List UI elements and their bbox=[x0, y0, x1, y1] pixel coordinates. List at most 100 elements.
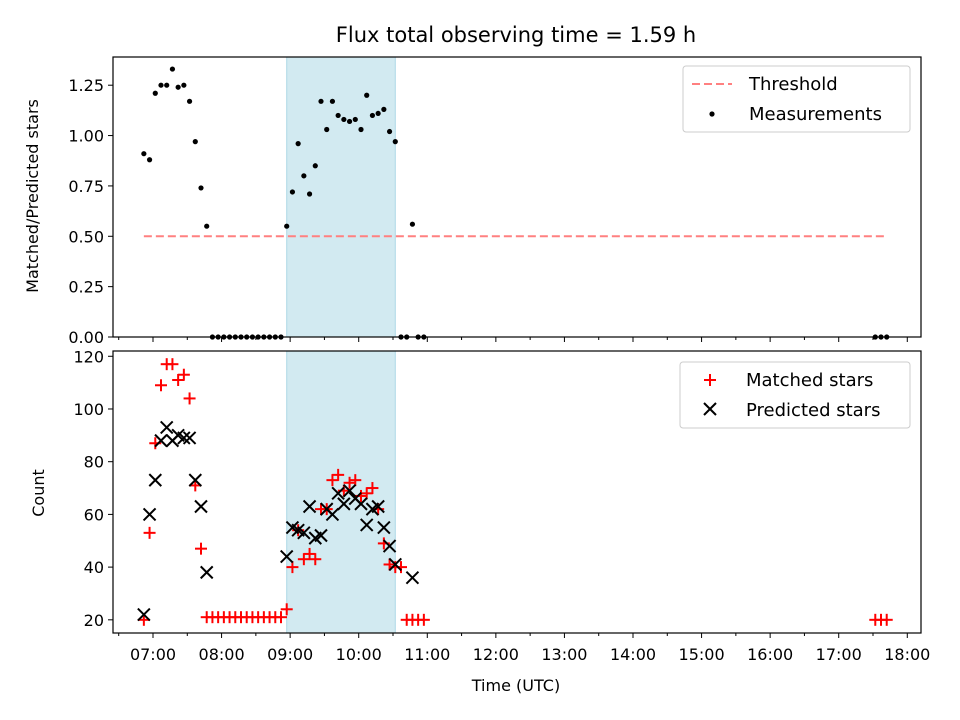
top-plot-frame bbox=[112, 56, 922, 338]
top-y-tick-label: 1.25 bbox=[68, 76, 104, 95]
measurement-point bbox=[306, 191, 313, 197]
measurement-point bbox=[301, 173, 307, 179]
measurements-legend-label: Measurements bbox=[749, 104, 882, 125]
matched-star-point bbox=[417, 613, 430, 626]
threshold-legend-label: Threshold bbox=[748, 74, 838, 95]
predicted-star-point bbox=[142, 507, 157, 522]
bottom-x-tick-label: 13:00 bbox=[541, 645, 587, 664]
measurement-point bbox=[284, 223, 290, 229]
bottom-x-tick-label: 17:00 bbox=[816, 645, 862, 664]
measurement-point bbox=[175, 84, 181, 90]
bottom-axis-ticks: 07:00 08:00 09:00 10:00 11:00 12:00 13:00 14:00… bbox=[73, 347, 930, 664]
matched-star-point bbox=[177, 368, 190, 381]
top-y-tick-label: 0.75 bbox=[68, 177, 104, 196]
measurement-point bbox=[312, 163, 318, 169]
measurement-point bbox=[204, 223, 210, 229]
matched-star-point bbox=[183, 392, 196, 405]
measurement-point bbox=[289, 189, 296, 195]
matched-star-point bbox=[143, 526, 156, 539]
predicted-star-point bbox=[160, 420, 174, 435]
matched-star-point bbox=[326, 474, 339, 487]
predicted-star-point bbox=[337, 497, 351, 511]
top-ylabel: Matched/Predicted stars bbox=[23, 99, 42, 293]
measurement-point bbox=[186, 98, 193, 104]
bottom-x-tick-label: 18:00 bbox=[884, 645, 930, 664]
bottom-legend-box bbox=[679, 361, 911, 429]
matched-star-point bbox=[280, 603, 293, 616]
matched-star-point bbox=[195, 542, 207, 555]
predicted-legend-label: Predicted stars bbox=[746, 400, 880, 421]
measurement-point bbox=[392, 139, 398, 145]
predicted-star-point bbox=[331, 486, 345, 501]
top-y-tick-label: 1.00 bbox=[68, 127, 104, 146]
predicted-star-point bbox=[280, 549, 294, 564]
matched-legend-swatch bbox=[704, 374, 716, 386]
matched-star-point bbox=[349, 474, 362, 487]
bottom-ylabel: Count bbox=[29, 469, 48, 517]
predicted-star-point bbox=[200, 565, 214, 580]
measurement-point bbox=[295, 141, 301, 147]
bottom-xlabel: Time (UTC) bbox=[471, 676, 560, 695]
measurement-point bbox=[141, 151, 147, 157]
measurement-point bbox=[192, 139, 198, 145]
matched-star-point bbox=[880, 613, 893, 626]
top-shaded-span bbox=[286, 56, 396, 338]
matched-star-point bbox=[155, 379, 167, 392]
predicted-star-point bbox=[377, 520, 391, 535]
measurement-point bbox=[324, 126, 330, 133]
measurement-point bbox=[346, 118, 353, 125]
predicted-star-point bbox=[360, 518, 374, 532]
bottom-x-tick-label: 10:00 bbox=[336, 645, 382, 664]
predicted-star-point bbox=[297, 526, 311, 540]
predicted-legend-swatch bbox=[703, 402, 717, 416]
measurement-point bbox=[158, 82, 164, 88]
bottom-panel: 07:00 08:00 09:00 10:00 11:00 12:00 13:00 14:00… bbox=[29, 347, 930, 695]
bottom-y-tick-label: 80 bbox=[84, 453, 104, 472]
matched-star-point bbox=[360, 487, 373, 500]
bottom-x-tick-label: 09:00 bbox=[267, 645, 313, 664]
matched-star-point bbox=[166, 358, 179, 371]
top-y-tick-label: 0.25 bbox=[68, 278, 104, 297]
measurement-point bbox=[364, 92, 370, 98]
bottom-y-tick-label: 120 bbox=[73, 347, 104, 366]
top-y-tick-label: 0.00 bbox=[68, 328, 104, 347]
predicted-star-point bbox=[182, 431, 197, 445]
matched-star-point bbox=[172, 373, 185, 386]
measurement-point bbox=[409, 221, 416, 227]
predicted-star-point bbox=[342, 483, 357, 498]
predicted-star-point bbox=[177, 431, 191, 445]
measurement-point bbox=[381, 106, 387, 112]
predicted-star-point bbox=[325, 507, 340, 522]
matched-legend-label: Matched stars bbox=[746, 370, 873, 391]
bottom-x-tick-label: 08:00 bbox=[199, 645, 245, 664]
measurement-point bbox=[329, 98, 336, 104]
predicted-star-point bbox=[188, 473, 202, 487]
predicted-star-point bbox=[354, 497, 368, 511]
bottom-y-tick-label: 40 bbox=[84, 558, 104, 577]
top-legend: Threshold Measurements bbox=[682, 65, 911, 133]
top-panel: 0.00 0.25 0.50 0.75 1.00 1.25 Matched/Predict… bbox=[23, 56, 922, 347]
matched-star-point bbox=[383, 558, 396, 571]
predicted-star-point bbox=[194, 499, 208, 514]
bottom-legend: Matched stars Predicted stars bbox=[679, 361, 911, 429]
matched-star-point bbox=[303, 547, 316, 560]
matched-star-point bbox=[366, 482, 379, 495]
predicted-star-point bbox=[302, 499, 317, 514]
predicted-star-point bbox=[154, 433, 168, 448]
top-legend-box bbox=[682, 65, 911, 133]
measurement-point bbox=[169, 66, 176, 72]
bottom-y-tick-label: 20 bbox=[84, 611, 104, 630]
top-axis-ticks: 0.00 0.25 0.50 0.75 1.00 1.25 bbox=[68, 76, 908, 347]
matched-star-point bbox=[309, 553, 322, 566]
predicted-star-point bbox=[148, 473, 162, 487]
measurement-point bbox=[318, 98, 324, 104]
bottom-shaded-span bbox=[286, 350, 396, 634]
predicted-star-point bbox=[137, 607, 151, 622]
bottom-x-tick-label: 07:00 bbox=[130, 645, 176, 664]
measurement-point bbox=[386, 128, 393, 135]
measurement-point bbox=[146, 157, 153, 163]
measurement-point bbox=[341, 116, 347, 123]
matched-star-point bbox=[275, 611, 287, 624]
bottom-x-tick-label: 12:00 bbox=[473, 645, 519, 664]
